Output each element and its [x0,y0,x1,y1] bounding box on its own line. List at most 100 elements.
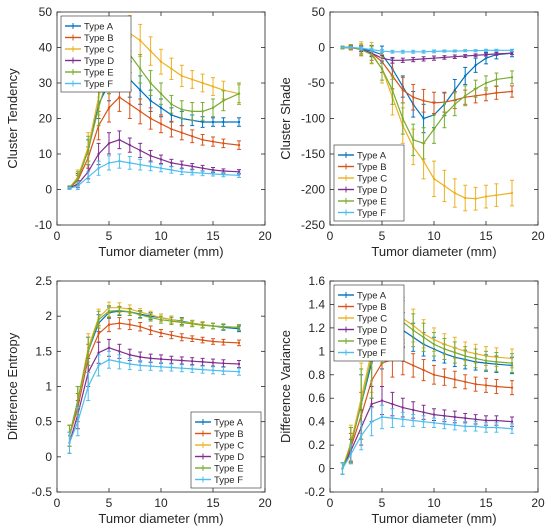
data-point [170,168,173,172]
data-point [495,426,498,429]
x-tick-label: 10 [427,229,441,243]
y-tick-label: 0.8 [308,368,325,382]
y-tick-label: 0.2 [308,438,325,452]
series-type-e [340,43,514,160]
data-point [201,120,204,124]
data-point [510,49,514,52]
data-point [443,56,446,59]
data-point [237,362,241,366]
data-point [191,135,194,138]
legend-label: Type C [84,45,114,56]
data-point [191,165,194,168]
y-tick-label: 0 [45,450,52,464]
data-point [149,117,152,120]
data-point [170,113,173,117]
data-point [149,357,152,360]
y-tick-label: 50 [39,5,53,19]
data-point [412,50,415,53]
data-point [222,99,225,102]
data-point [422,159,425,163]
data-point [159,158,163,161]
data-point [453,55,456,58]
y-tick-label: 0 [318,41,325,55]
data-point [474,382,477,386]
data-point [510,386,514,389]
data-point [87,175,90,179]
y-tick-label: -0.2 [304,485,325,499]
data-point [401,117,404,120]
data-point [412,329,415,332]
data-point [201,81,204,85]
x-tick-label: 5 [106,496,113,510]
data-point [222,362,225,365]
data-point [412,408,415,412]
data-point [391,59,394,62]
data-point [464,354,467,358]
series-type-f [67,350,241,454]
data-point [211,85,215,88]
y-tick-label: 20 [39,112,53,126]
data-point [180,367,183,370]
data-point [139,355,142,359]
legend-label: Type A [357,151,387,162]
data-point [412,364,415,367]
data-point [432,127,436,131]
legend-label: Type F [357,348,386,359]
data-point [412,138,415,141]
legend-label: Type A [84,22,114,33]
data-point [107,310,111,313]
data-point [495,91,498,95]
data-point [495,78,498,81]
data-point [139,325,142,328]
data-point [139,313,142,316]
x-tick-label: 10 [427,496,441,510]
data-point [201,368,204,371]
data-point [422,117,425,120]
data-point [201,138,204,141]
data-point [159,106,163,110]
data-point [159,331,163,335]
data-point [401,59,404,62]
data-point [360,402,363,406]
data-point [159,318,163,321]
data-point [87,149,90,152]
data-point [222,142,225,145]
data-point [149,316,152,319]
y-tick-label: 10 [39,147,53,161]
legend-label: Type C [357,174,387,185]
x-tick-label: 15 [479,496,493,510]
data-point [443,113,446,117]
data-point [149,329,152,332]
data-point [170,127,173,131]
data-point [380,399,384,402]
y-tick-label: 1.5 [35,344,52,358]
data-point [128,362,131,366]
data-point [222,340,225,344]
data-point [510,361,514,365]
y-axis-label: Cluster Tendency [5,68,20,169]
data-point [128,323,131,326]
data-point [453,49,456,53]
data-point [107,142,111,145]
data-point [180,170,183,173]
data-point [484,81,488,85]
x-tick-label: 5 [379,496,386,510]
data-point [341,467,344,470]
data-point [443,184,446,188]
data-point [191,322,194,326]
data-point [191,359,194,363]
legend-label: Type B [214,429,244,440]
data-point [443,414,446,418]
data-point [510,76,514,79]
x-tick-label: 15 [206,496,220,510]
series-layer [340,286,514,475]
series-type-f [340,46,514,54]
x-tick-label: 15 [206,229,220,243]
data-point [464,425,467,428]
data-point [464,196,467,200]
data-point [139,110,142,113]
data-point [201,167,204,170]
